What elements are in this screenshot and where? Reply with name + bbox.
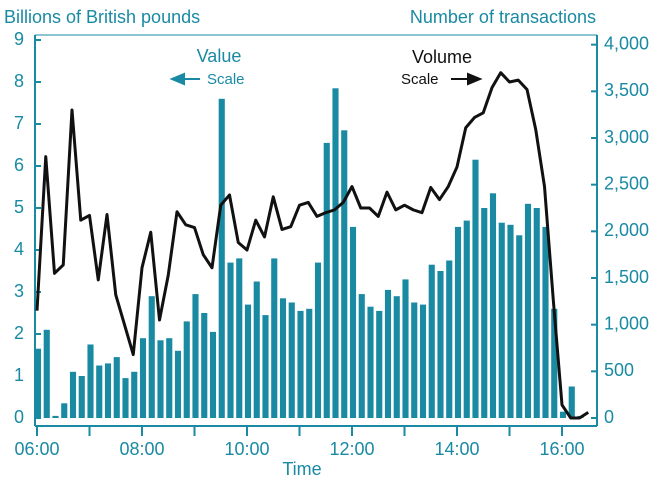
y-tick-label: 1 <box>14 365 24 385</box>
bar <box>271 258 278 418</box>
bar <box>306 308 313 418</box>
arrow <box>451 72 483 86</box>
y2-tick-label: 2,000 <box>604 220 649 240</box>
bar <box>481 208 488 418</box>
y2-tick-label: 3,500 <box>604 80 649 100</box>
annotation: Value <box>197 46 242 66</box>
bar <box>323 142 330 418</box>
y-axis-title: Billions of British pounds <box>4 7 200 27</box>
bar <box>166 338 173 418</box>
bar <box>262 315 269 418</box>
bar <box>472 159 479 418</box>
y2-tick-label: 2,500 <box>604 173 649 193</box>
bar <box>52 415 59 418</box>
bar <box>341 130 348 419</box>
bar <box>218 98 225 419</box>
bar <box>551 308 558 418</box>
bar <box>288 302 295 418</box>
bar <box>201 313 208 418</box>
y-tick-label: 3 <box>14 281 24 301</box>
bar <box>559 411 567 418</box>
bar <box>332 88 339 419</box>
y-tick-label: 7 <box>14 113 24 133</box>
bar <box>489 193 497 418</box>
bar <box>131 371 138 418</box>
bar <box>507 224 514 418</box>
bar <box>437 271 444 418</box>
bar <box>419 304 427 418</box>
y-tick-label: 5 <box>14 197 24 217</box>
bar <box>43 329 50 418</box>
bar <box>524 203 532 418</box>
bar <box>69 371 77 418</box>
annotation: Scale <box>401 71 439 88</box>
bar <box>244 304 252 418</box>
bar <box>96 365 103 418</box>
bar <box>411 302 418 418</box>
bar <box>34 348 42 418</box>
bar <box>122 378 129 418</box>
bar <box>428 264 435 418</box>
bar <box>367 306 374 418</box>
bar <box>113 357 120 418</box>
bar <box>174 350 182 418</box>
bar <box>148 296 155 418</box>
bar <box>349 226 357 418</box>
bar <box>87 344 94 418</box>
x-tick-label: 10:00 <box>224 439 269 459</box>
x-tick-label: 16:00 <box>539 439 584 459</box>
bar <box>314 262 322 418</box>
arrow <box>169 72 200 86</box>
x-tick-label: 08:00 <box>119 439 164 459</box>
y2-tick-label: 4,000 <box>604 33 649 53</box>
bar <box>227 262 234 418</box>
bar <box>542 226 549 418</box>
y2-axis-title: Number of transactions <box>410 7 596 27</box>
bar <box>463 220 470 418</box>
y2-tick-label: 3,000 <box>604 127 649 147</box>
y-tick-label: 6 <box>14 155 24 175</box>
bar <box>568 386 575 418</box>
bar <box>183 321 190 418</box>
annotation: Scale <box>207 71 245 88</box>
bar <box>297 310 304 418</box>
bar <box>384 289 392 418</box>
y-tick-label: 0 <box>14 407 24 427</box>
bar <box>533 208 540 418</box>
y2-tick-label: 1,500 <box>604 267 649 287</box>
y-tick-label: 9 <box>14 29 24 49</box>
bar <box>236 258 243 418</box>
x-tick-label: 12:00 <box>329 439 374 459</box>
bar <box>402 279 409 418</box>
x-axis-title: Time <box>282 459 321 479</box>
y-tick-label: 2 <box>14 323 24 343</box>
bar <box>358 294 365 418</box>
bar <box>209 331 217 418</box>
x-tick-label: 06:00 <box>14 439 59 459</box>
bar <box>279 298 287 418</box>
bar <box>157 340 164 418</box>
y2-tick-label: 0 <box>604 407 614 427</box>
line <box>35 71 590 420</box>
bar <box>78 376 85 418</box>
y2-tick-label: 1,000 <box>604 313 649 333</box>
y2-tick-label: 500 <box>604 360 634 380</box>
bar <box>446 260 453 418</box>
bar <box>104 363 112 418</box>
annotation: Volume <box>412 47 472 67</box>
bar <box>498 222 505 418</box>
bar <box>393 296 400 418</box>
bar <box>192 294 199 418</box>
bar <box>61 403 68 418</box>
y-tick-label: 8 <box>14 71 24 91</box>
x-tick-label: 14:00 <box>434 439 479 459</box>
bar <box>454 226 462 418</box>
y-tick-label: 4 <box>14 239 24 259</box>
bar <box>139 338 147 418</box>
bar <box>516 235 523 418</box>
bar <box>376 310 383 418</box>
bar <box>253 281 260 418</box>
